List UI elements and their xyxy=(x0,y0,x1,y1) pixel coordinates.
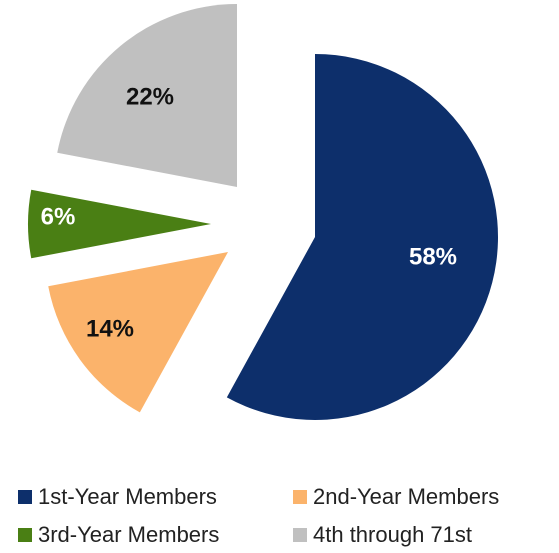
legend-swatch xyxy=(18,490,32,504)
legend-swatch xyxy=(293,490,307,504)
pie-slice xyxy=(226,54,499,420)
legend-label: 2nd-Year Members xyxy=(313,484,499,509)
value-label: 14% xyxy=(86,315,134,342)
pie-slice xyxy=(28,189,212,259)
value-label: 58% xyxy=(409,243,457,270)
pie-slice xyxy=(57,4,238,187)
legend-swatch xyxy=(18,528,32,542)
pie-slice xyxy=(48,252,229,413)
legend-swatch xyxy=(293,528,307,542)
legend-label: 3rd-Year Members xyxy=(38,522,219,547)
value-label: 6% xyxy=(41,203,76,230)
value-label: 22% xyxy=(126,83,174,110)
legend-label: 4th through 71st xyxy=(313,522,472,547)
legend-label: 1st-Year Members xyxy=(38,484,217,509)
